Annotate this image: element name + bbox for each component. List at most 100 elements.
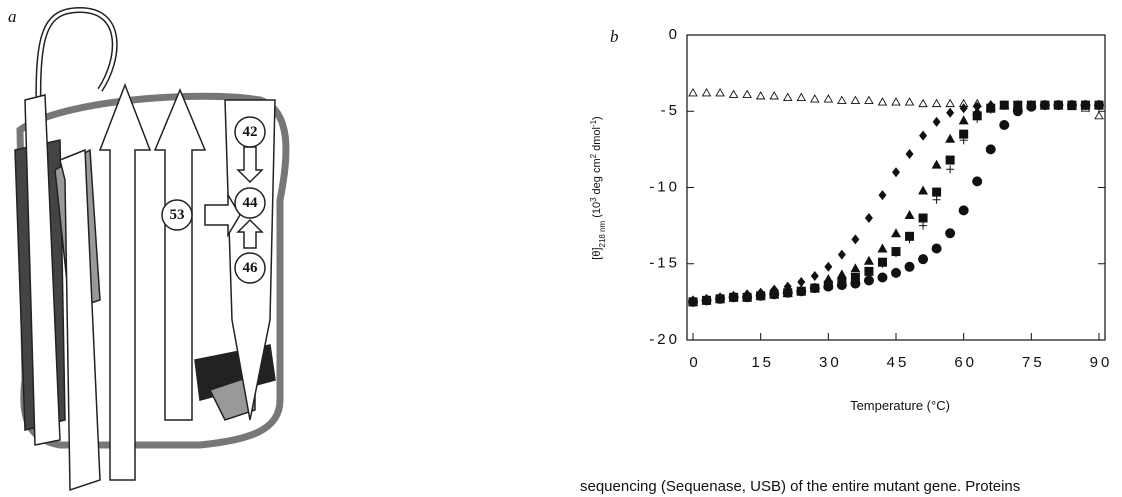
point bbox=[904, 209, 915, 219]
point bbox=[742, 89, 752, 98]
point bbox=[851, 234, 860, 245]
point bbox=[972, 176, 983, 187]
point bbox=[1012, 106, 1023, 117]
point bbox=[891, 228, 901, 238]
panel-label: a bbox=[8, 7, 17, 26]
residue-label: 44 bbox=[243, 195, 259, 211]
y-axis-label: [θ]218 nm (103 deg cm2 dmol-1) bbox=[589, 116, 607, 259]
point bbox=[918, 185, 929, 195]
point bbox=[918, 98, 928, 108]
y-tick-label: -20 bbox=[649, 331, 680, 348]
point bbox=[836, 269, 847, 279]
point bbox=[837, 95, 847, 105]
point bbox=[959, 103, 968, 114]
point bbox=[850, 263, 861, 273]
residue-label: 53 bbox=[170, 207, 185, 223]
point bbox=[999, 100, 1009, 110]
x-tick-label: 75 bbox=[1022, 354, 1045, 371]
point bbox=[796, 286, 807, 297]
y-label-part: dmol bbox=[591, 127, 603, 151]
y-label-part: deg cm bbox=[591, 158, 603, 194]
point bbox=[769, 91, 779, 100]
point bbox=[905, 235, 914, 244]
point bbox=[688, 88, 698, 97]
point bbox=[850, 95, 861, 105]
point bbox=[986, 105, 995, 114]
point bbox=[1080, 100, 1091, 111]
point bbox=[932, 187, 942, 197]
point bbox=[877, 243, 888, 253]
point bbox=[931, 243, 942, 254]
point bbox=[863, 275, 874, 286]
point bbox=[918, 213, 928, 223]
y-tick-label: -5 bbox=[661, 102, 680, 119]
point bbox=[823, 281, 834, 292]
x-tick-label: 15 bbox=[751, 354, 774, 371]
point bbox=[946, 107, 955, 118]
point bbox=[931, 159, 942, 169]
point bbox=[728, 89, 739, 98]
point bbox=[999, 119, 1010, 130]
x-tick-label: 60 bbox=[954, 354, 977, 371]
y-label-part: 3 bbox=[589, 197, 598, 202]
point bbox=[810, 94, 820, 103]
point bbox=[755, 290, 766, 301]
body-text: sequencing (Sequenase, USB) of the entir… bbox=[580, 478, 1020, 495]
point bbox=[782, 287, 793, 298]
point bbox=[892, 249, 900, 258]
point bbox=[701, 88, 712, 97]
point bbox=[985, 144, 996, 155]
point bbox=[715, 88, 725, 97]
point bbox=[796, 92, 807, 101]
point bbox=[797, 277, 806, 288]
point bbox=[959, 129, 969, 139]
y-label-part: 218 nm bbox=[598, 220, 607, 247]
residue-label: 46 bbox=[243, 260, 259, 276]
point bbox=[1053, 100, 1064, 111]
point bbox=[755, 91, 766, 100]
ribbon-diagram bbox=[14, 6, 290, 492]
x-tick-label: 30 bbox=[819, 354, 842, 371]
panel-label: b bbox=[610, 27, 619, 46]
point bbox=[809, 283, 820, 294]
point bbox=[877, 272, 888, 283]
point bbox=[891, 97, 901, 106]
point bbox=[715, 293, 726, 304]
y-label-part: 2 bbox=[589, 153, 598, 158]
point bbox=[932, 195, 941, 204]
x-tick-label: 45 bbox=[887, 354, 910, 371]
point bbox=[945, 98, 955, 108]
point bbox=[850, 272, 860, 282]
point bbox=[1026, 101, 1037, 112]
point bbox=[1066, 100, 1077, 111]
y-label-part: ) bbox=[591, 116, 603, 120]
point bbox=[728, 292, 739, 303]
point bbox=[742, 292, 753, 303]
point bbox=[877, 97, 888, 106]
point bbox=[973, 114, 982, 123]
point bbox=[701, 295, 712, 306]
x-tick-label: 90 bbox=[1090, 354, 1113, 371]
point bbox=[864, 95, 874, 105]
point bbox=[836, 280, 847, 291]
point bbox=[905, 148, 914, 159]
point bbox=[863, 255, 874, 265]
x-tick-label: 0 bbox=[689, 354, 700, 371]
point bbox=[918, 254, 929, 265]
point bbox=[958, 115, 969, 125]
point bbox=[931, 98, 942, 108]
point bbox=[958, 205, 969, 216]
point bbox=[1039, 100, 1050, 111]
point bbox=[919, 130, 928, 141]
point bbox=[769, 289, 780, 300]
y-label-part: -1 bbox=[589, 119, 598, 127]
point bbox=[850, 278, 861, 289]
point bbox=[864, 213, 873, 223]
point bbox=[946, 165, 955, 174]
y-tick-label: -15 bbox=[649, 255, 680, 272]
point bbox=[904, 261, 915, 272]
point bbox=[824, 261, 833, 272]
point bbox=[1094, 100, 1104, 111]
point bbox=[919, 221, 928, 230]
